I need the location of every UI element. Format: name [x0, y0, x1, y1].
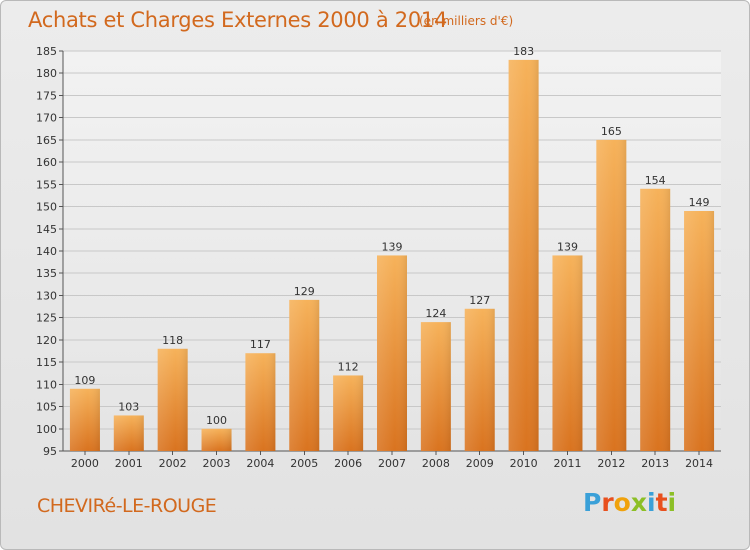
bar-shade-2013 [640, 188, 671, 451]
y-tick-label: 145 [36, 223, 57, 236]
proxiti-logo[interactable]: Proxiti [583, 488, 676, 517]
y-tick-label: 115 [36, 356, 57, 369]
bar-shade-2006 [333, 375, 364, 451]
value-label-2013: 154 [645, 174, 666, 187]
x-tick-label-2002: 2002 [159, 457, 187, 470]
value-label-2014: 149 [689, 196, 710, 209]
y-tick-label: 155 [36, 178, 57, 191]
x-tick-label-2003: 2003 [203, 457, 231, 470]
bar-shade-2014 [684, 211, 715, 451]
value-label-2007: 139 [382, 240, 403, 253]
logo-letter: r [601, 488, 614, 517]
value-label-2002: 118 [162, 334, 183, 347]
value-label-2008: 124 [425, 307, 446, 320]
bar-shade-2009 [464, 308, 495, 451]
x-tick-label-2004: 2004 [246, 457, 274, 470]
bar-shade-2003 [201, 428, 232, 451]
x-tick-label-2006: 2006 [334, 457, 362, 470]
y-tick-label: 165 [36, 134, 57, 147]
y-tick-label: 105 [36, 401, 57, 414]
value-label-2012: 165 [601, 125, 622, 138]
value-label-2001: 103 [118, 400, 139, 413]
y-tick-label: 185 [36, 45, 57, 58]
bar-shade-2002 [157, 348, 188, 451]
y-tick-label: 95 [43, 445, 57, 458]
value-label-2000: 109 [74, 374, 95, 387]
x-tick-label-2005: 2005 [290, 457, 318, 470]
x-tick-label-2008: 2008 [422, 457, 450, 470]
y-tick-label: 150 [36, 201, 57, 214]
logo-letter: i [667, 488, 677, 517]
bar-shade-2005 [289, 299, 320, 451]
bar-shade-2008 [420, 322, 451, 451]
labels-layer: 95 100 105 110 115 120 125 130 135 140 145 150 155 16… [36, 45, 713, 470]
value-label-2011: 139 [557, 240, 578, 253]
y-tick-label: 175 [36, 89, 57, 102]
y-tick-label: 170 [36, 112, 57, 125]
x-tick-label-2011: 2011 [553, 457, 581, 470]
town-name: CHEVIRé-LE-ROUGE [37, 495, 217, 517]
logo-letter: t [655, 488, 668, 517]
x-tick-label-2012: 2012 [597, 457, 625, 470]
x-tick-label-2000: 2000 [71, 457, 99, 470]
x-tick-label-2001: 2001 [115, 457, 143, 470]
value-label-2004: 117 [250, 338, 271, 351]
value-label-2009: 127 [469, 294, 490, 307]
value-label-2003: 100 [206, 414, 227, 427]
y-tick-label: 125 [36, 312, 57, 325]
y-tick-label: 100 [36, 423, 57, 436]
y-tick-label: 110 [36, 378, 57, 391]
x-tick-label-2009: 2009 [466, 457, 494, 470]
value-label-2006: 112 [338, 360, 359, 373]
x-tick-label-2007: 2007 [378, 457, 406, 470]
logo-letter: i [647, 488, 656, 517]
value-label-2010: 183 [513, 45, 534, 58]
logo-letter: P [583, 488, 602, 517]
y-tick-label: 130 [36, 289, 57, 302]
bar-shade-2010 [508, 59, 539, 452]
value-label-2005: 129 [294, 285, 315, 298]
bar-shade-2004 [245, 353, 276, 451]
y-tick-label: 140 [36, 245, 57, 258]
bar-shade-2011 [552, 255, 583, 451]
y-tick-label: 180 [36, 67, 57, 80]
x-tick-label-2013: 2013 [641, 457, 669, 470]
y-tick-label: 160 [36, 156, 57, 169]
chart-title: Achats et Charges Externes 2000 à 2014 [28, 8, 448, 32]
bar-shade-2001 [113, 415, 144, 451]
logo-letter: o [613, 488, 631, 517]
bars-layer [69, 59, 715, 452]
y-tick-label: 120 [36, 334, 57, 347]
logo-letter: x [630, 488, 647, 517]
bar-shade-2007 [377, 255, 407, 451]
bar-shade-2012 [596, 139, 627, 451]
x-tick-label-2014: 2014 [685, 457, 713, 470]
chart-unit: (en milliers d'€) [419, 14, 514, 28]
x-tick-label-2010: 2010 [510, 457, 538, 470]
y-tick-label: 135 [36, 267, 57, 280]
bar-shade-2000 [69, 388, 100, 451]
